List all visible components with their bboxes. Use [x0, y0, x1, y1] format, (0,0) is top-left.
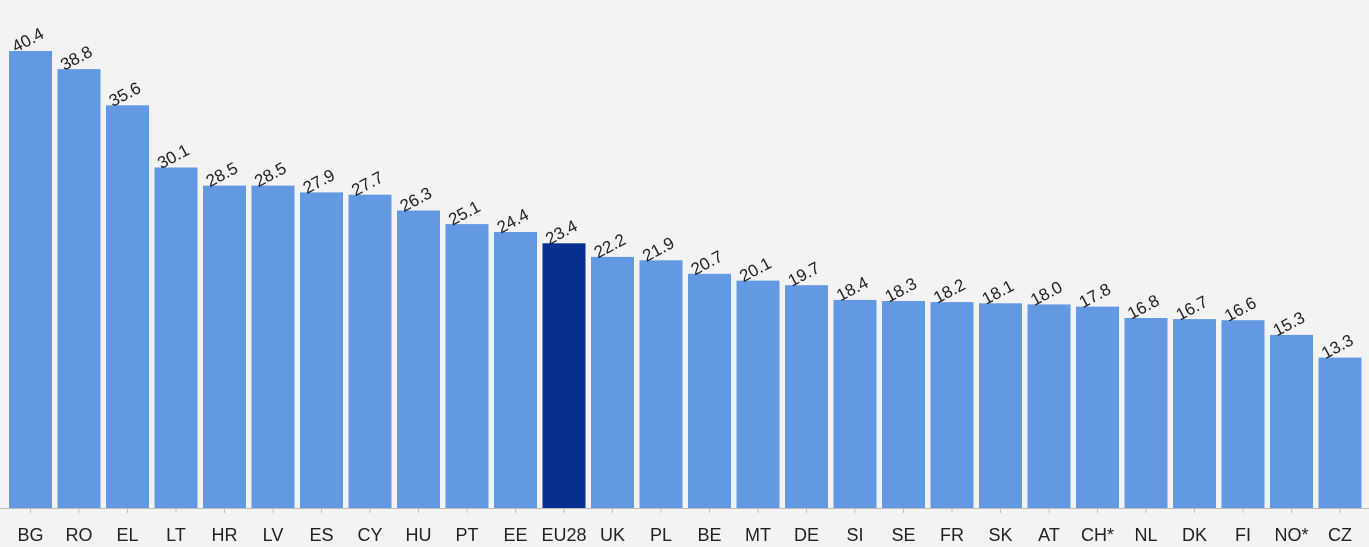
bar-hu	[397, 210, 440, 508]
x-tick-label: ES	[309, 525, 333, 545]
x-tick-label: SE	[891, 525, 915, 545]
bar-de	[785, 285, 828, 508]
x-tick-label: RO	[66, 525, 93, 545]
bar-ro	[57, 69, 101, 508]
x-tick-label: PL	[650, 525, 672, 545]
bar-sk	[979, 303, 1022, 508]
x-tick-label: NL	[1134, 525, 1157, 545]
bar-at	[1027, 304, 1071, 508]
bar-no	[1270, 334, 1313, 508]
x-tick-label: MT	[745, 525, 771, 545]
x-tick-label: PT	[455, 525, 478, 545]
bar-fr	[930, 302, 974, 508]
bar-lv	[251, 185, 295, 508]
bar-uk	[591, 256, 634, 508]
bar-nl	[1124, 318, 1168, 508]
x-tick-label: SI	[846, 525, 863, 545]
x-tick-label: EU28	[541, 525, 586, 545]
x-tick-label: NO*	[1274, 525, 1308, 545]
x-tick-label: SK	[988, 525, 1012, 545]
bar-si	[833, 299, 877, 508]
bar-pt	[445, 224, 489, 508]
bar-lt	[154, 167, 198, 508]
bar-fi	[1221, 320, 1265, 508]
bar-se	[882, 301, 925, 508]
x-tick-label: DK	[1182, 525, 1207, 545]
x-tick-label: EL	[116, 525, 138, 545]
bar-hr	[203, 185, 246, 508]
x-tick-label: HU	[406, 525, 432, 545]
bar-ch	[1076, 306, 1119, 508]
x-tick-label: BG	[17, 525, 43, 545]
bar-dk	[1173, 319, 1216, 508]
x-tick-label: FI	[1235, 525, 1251, 545]
x-tick-label: BE	[697, 525, 721, 545]
x-tick-label: CZ	[1328, 525, 1352, 545]
bar-cz	[1318, 357, 1362, 508]
x-tick-label: HR	[212, 525, 238, 545]
x-tick-label: FR	[940, 525, 964, 545]
x-tick-label: LV	[263, 525, 284, 545]
x-tick-label: CH*	[1081, 525, 1114, 545]
x-tick-label: LT	[166, 525, 186, 545]
bar-bg	[9, 51, 52, 508]
bar-eu28	[542, 243, 586, 509]
bar-be	[688, 273, 731, 508]
bar-ee	[494, 232, 537, 508]
bar-el	[106, 105, 149, 509]
bar-pl	[639, 260, 683, 508]
x-tick-label: AT	[1038, 525, 1060, 545]
x-tick-label: DE	[794, 525, 819, 545]
x-tick-label: EE	[503, 525, 527, 545]
x-tick-label: UK	[600, 525, 625, 545]
x-tick-label: CY	[357, 525, 382, 545]
bar-mt	[736, 280, 780, 508]
bar-es	[300, 192, 343, 508]
bar-cy	[348, 194, 392, 508]
